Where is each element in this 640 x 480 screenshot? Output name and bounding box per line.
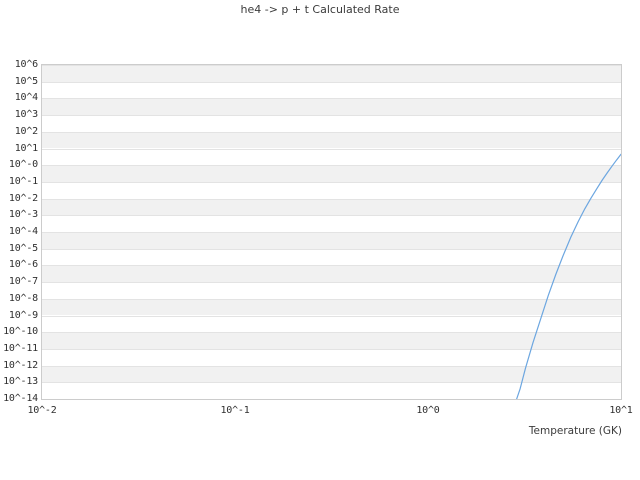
band-stripe [42,131,621,149]
band-stripe [42,198,621,216]
band-stripe [42,298,621,316]
gridline [42,82,621,83]
y-tick-label: 10^-10 [3,326,38,338]
series-line-chart [516,153,621,399]
y-tick-label: 10^-6 [8,259,38,271]
gridline [42,349,621,350]
y-tick-label: 10^-13 [3,376,38,388]
y-tick-label: 10^-12 [3,359,38,371]
y-tick-label: 10^2 [14,125,38,137]
chart-title: he4 -> p + t Calculated Rate [240,3,400,16]
series-line-he4-p-t [516,153,621,399]
gridline [42,282,621,283]
x-tick-label: 10^0 [416,405,440,416]
x-axis-label: Temperature (GK) [528,425,622,437]
y-tick-label: 10^5 [14,75,38,87]
band-stripe [42,332,621,349]
gridline [42,115,621,116]
gridline [42,132,621,133]
y-tick-label: 10^-4 [8,226,38,237]
y-tick-label: 10^-1 [8,175,38,187]
plot-area [41,64,622,400]
gridline [42,165,621,166]
gridline [42,232,621,233]
y-tick-label: 10^3 [14,109,38,121]
gridline [42,366,621,367]
x-tick-label: 10^1 [609,405,633,416]
y-tick-label: 10^4 [14,92,38,104]
gridline [42,182,621,183]
band-stripe [42,165,621,182]
band-stripe [42,232,621,249]
gridline [42,249,621,250]
gridline [42,316,621,317]
gridline [42,149,621,150]
gridline [42,98,621,99]
gridline [42,215,621,216]
gridline [42,199,621,200]
gridline [42,65,621,66]
y-tick-label: 10^-11 [3,342,38,354]
band-stripe [42,265,621,283]
x-tick-label: 10^-2 [27,405,57,416]
gridline [42,382,621,383]
y-tick-label: 10^1 [14,142,38,154]
y-tick-label: 10^-0 [8,159,38,171]
y-tick-label: 10^-8 [8,292,38,304]
gridline [42,332,621,333]
y-tick-label: 10^-9 [8,309,38,321]
gridline [42,265,621,266]
y-tick-label: 10^-3 [8,209,38,221]
y-tick-label: 10^-2 [8,192,38,204]
band-stripe [42,65,621,82]
x-tick-label: 10^-1 [220,405,250,416]
gridline [42,299,621,300]
y-tick-label: 10^-14 [3,393,38,404]
gridline [42,399,621,400]
y-tick-label: 10^-7 [8,276,38,288]
band-stripe [42,98,621,116]
y-tick-label: 10^-5 [8,242,38,254]
band-stripe [42,365,621,383]
y-tick-label: 10^6 [14,59,38,70]
